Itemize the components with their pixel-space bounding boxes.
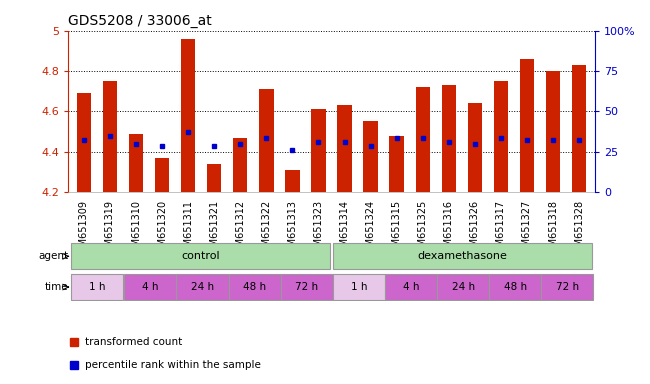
Bar (129, 134, 143, 192)
Bar (207, 164, 222, 192)
Text: 24 h: 24 h (191, 282, 214, 292)
Bar (494, 81, 508, 192)
Bar (311, 109, 326, 192)
Bar (437, 274, 489, 300)
Bar (71, 274, 123, 300)
Bar (489, 274, 541, 300)
Bar (541, 274, 593, 300)
Text: percentile rank within the sample: percentile rank within the sample (85, 360, 261, 370)
Bar (259, 89, 274, 192)
Text: 72 h: 72 h (295, 282, 318, 292)
Bar (181, 39, 195, 192)
Bar (389, 136, 404, 192)
Bar (337, 105, 352, 192)
Text: time: time (45, 282, 69, 292)
Bar (176, 274, 229, 300)
Bar (333, 274, 385, 300)
Text: dexamethasone: dexamethasone (417, 251, 507, 262)
Bar (363, 121, 378, 192)
Text: 4 h: 4 h (403, 282, 419, 292)
Text: agent: agent (38, 251, 69, 262)
Bar (77, 93, 91, 192)
Text: GDS5208 / 33006_at: GDS5208 / 33006_at (68, 14, 212, 28)
Bar (546, 71, 560, 192)
Text: 72 h: 72 h (556, 282, 579, 292)
Text: 1 h: 1 h (350, 282, 367, 292)
Bar (385, 274, 437, 300)
Bar (415, 87, 430, 192)
Bar (468, 103, 482, 192)
Text: transformed count: transformed count (85, 337, 182, 347)
Bar (285, 170, 300, 192)
Bar (572, 65, 586, 192)
Bar (229, 274, 281, 300)
Bar (124, 274, 176, 300)
Text: 4 h: 4 h (142, 282, 159, 292)
Bar (71, 243, 330, 269)
Text: 48 h: 48 h (243, 282, 266, 292)
Bar (103, 81, 117, 192)
Bar (333, 243, 592, 269)
Text: 24 h: 24 h (452, 282, 474, 292)
Bar (281, 274, 333, 300)
Text: 48 h: 48 h (504, 282, 526, 292)
Text: 1 h: 1 h (88, 282, 105, 292)
Text: control: control (182, 251, 220, 262)
Bar (520, 59, 534, 192)
Bar (233, 137, 248, 192)
Bar (155, 158, 169, 192)
Bar (441, 85, 456, 192)
